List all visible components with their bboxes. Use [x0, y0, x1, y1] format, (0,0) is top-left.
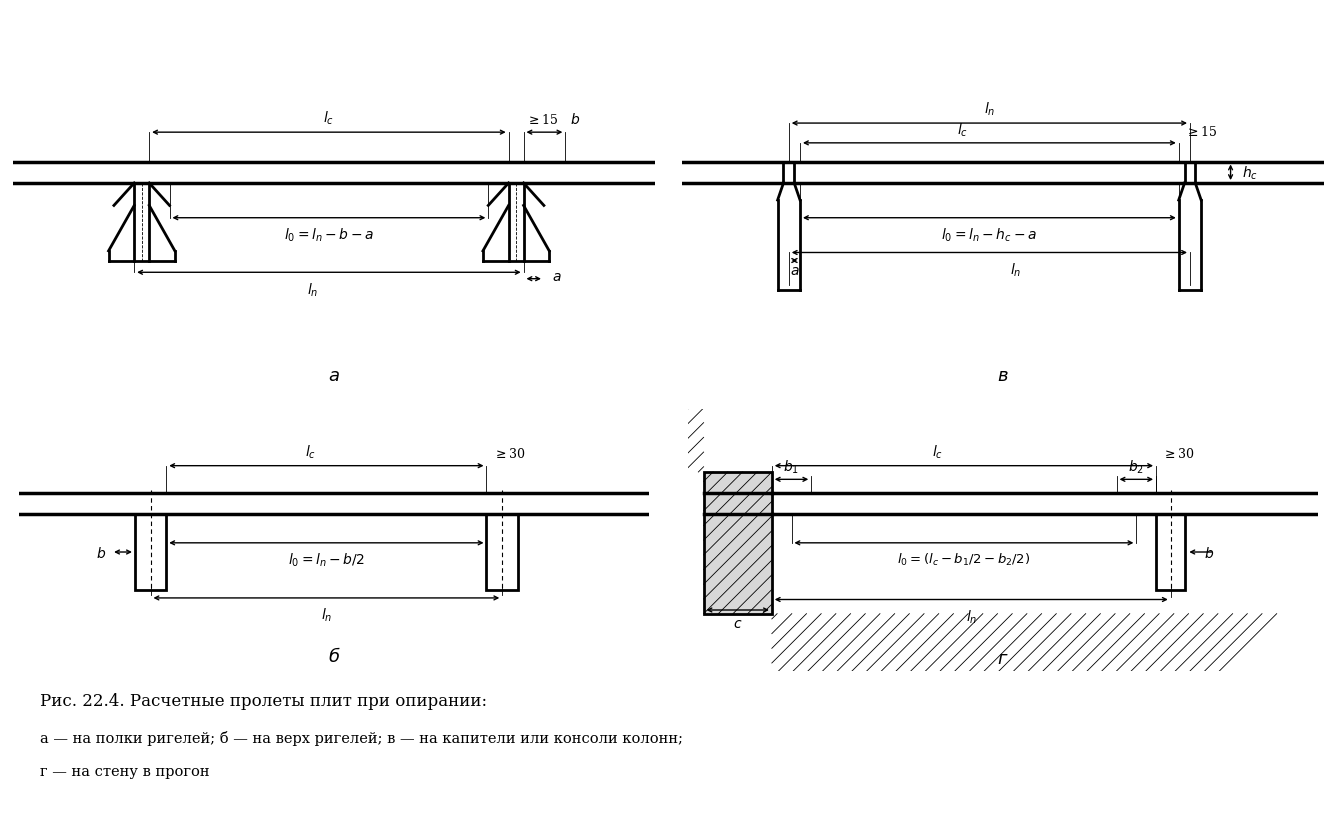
Text: $b$: $b$: [96, 545, 106, 560]
Text: $l_c$: $l_c$: [305, 444, 316, 461]
Text: $l_n$: $l_n$: [984, 100, 995, 117]
Text: $l_n$: $l_n$: [321, 606, 332, 623]
Text: $l_0 = (l_c - b_1/2 - b_2/2)$: $l_0 = (l_c - b_1/2 - b_2/2)$: [897, 551, 1031, 567]
Bar: [1157, 514, 1186, 590]
Text: $l_c$: $l_c$: [957, 121, 968, 138]
Text: $b$: $b$: [570, 111, 580, 127]
Text: $\geq$15: $\geq$15: [527, 112, 559, 127]
Bar: [487, 514, 517, 590]
Text: $\geq$30: $\geq$30: [1162, 447, 1195, 461]
Text: $b$: $b$: [1203, 545, 1214, 560]
Text: $l_0 = l_n - b/2$: $l_0 = l_n - b/2$: [287, 551, 365, 568]
Text: $в$: $в$: [997, 367, 1008, 385]
Text: $\geq$30: $\geq$30: [493, 447, 525, 461]
Text: $l_0 = l_n - h_c - a$: $l_0 = l_n - h_c - a$: [941, 227, 1038, 244]
Text: а — на полки ригелей; б — на верх ригелей; в — на капители или консоли колонн;: а — на полки ригелей; б — на верх ригеле…: [40, 731, 683, 745]
Text: $b_1$: $b_1$: [783, 458, 800, 475]
Text: $l_n$: $l_n$: [308, 281, 318, 298]
Text: $b_2$: $b_2$: [1128, 458, 1144, 475]
Text: Рис. 22.4. Расчетные пролеты плит при опирании:: Рис. 22.4. Расчетные пролеты плит при оп…: [40, 692, 487, 709]
Text: $h_c$: $h_c$: [1242, 165, 1258, 182]
Text: $a$: $a$: [790, 264, 800, 278]
Text: $l_c$: $l_c$: [932, 444, 943, 461]
Text: $l_n$: $l_n$: [965, 608, 977, 625]
Bar: [135, 514, 166, 590]
Text: $a$: $a$: [552, 269, 562, 283]
Text: $б$: $б$: [328, 646, 341, 665]
Text: $l_0 = l_n - b - a$: $l_0 = l_n - b - a$: [283, 227, 374, 244]
Text: $c$: $c$: [733, 617, 742, 631]
Text: $l_c$: $l_c$: [324, 109, 334, 127]
Text: $а$: $а$: [329, 367, 340, 385]
Text: $г$: $г$: [997, 649, 1008, 667]
Bar: [703, 473, 771, 614]
Text: $l_n$: $l_n$: [1011, 261, 1021, 278]
Text: г — на стену в прогон: г — на стену в прогон: [40, 764, 210, 778]
Text: $\geq$15: $\geq$15: [1185, 124, 1218, 138]
